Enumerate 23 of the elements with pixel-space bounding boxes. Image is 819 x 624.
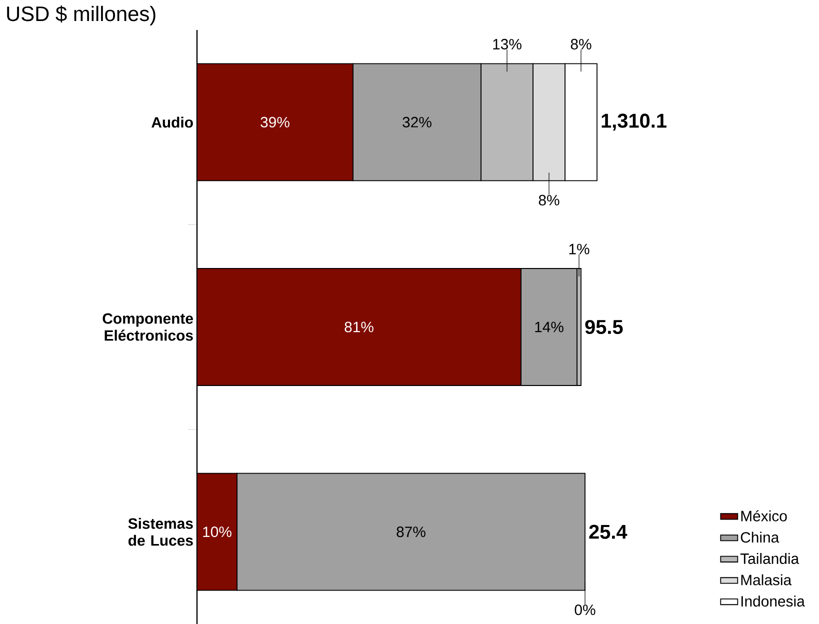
data-label: 39% xyxy=(260,116,290,128)
chart-title: USD $ millones) xyxy=(7,6,156,26)
legend-label: China xyxy=(740,532,780,543)
data-label: 32% xyxy=(402,116,432,128)
legend-label: México xyxy=(741,510,787,522)
y-tick-label: Componente Eléctronicos xyxy=(102,313,193,341)
data-label: 87% xyxy=(396,526,426,538)
legend-label: Malasia xyxy=(741,574,792,586)
data-label: 1% xyxy=(569,244,590,254)
legend-label: Tailandia xyxy=(740,553,800,564)
data-label: 14% xyxy=(535,322,564,332)
data-label: 8% xyxy=(570,38,592,50)
data-label: 13% xyxy=(493,38,522,50)
legend-label: Indonesia xyxy=(741,596,805,607)
data-label: 10% xyxy=(203,526,232,538)
y-tick-label: Sistemas de Luces xyxy=(128,518,193,546)
y-tick-label: Audio xyxy=(152,116,193,128)
text: 1,310.1 xyxy=(602,114,666,131)
annotation: 95.5 xyxy=(585,320,623,334)
data-label: 81% xyxy=(344,322,374,332)
annotation: 25.4 xyxy=(589,524,628,539)
data-label: 8% xyxy=(538,194,560,206)
data-label: 0% xyxy=(574,604,596,616)
